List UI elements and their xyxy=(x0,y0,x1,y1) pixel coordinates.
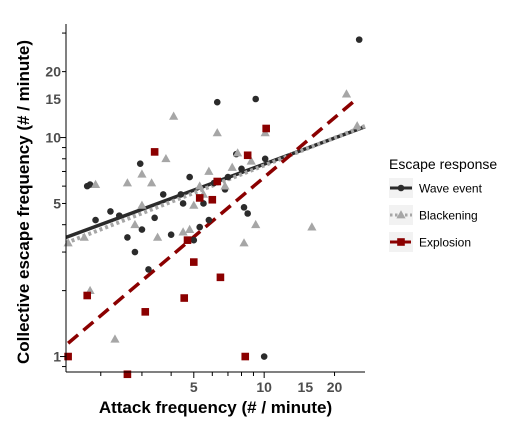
data-point-blackening xyxy=(239,238,249,247)
data-point-explosion xyxy=(216,273,225,282)
data-point-blackening xyxy=(178,227,188,236)
data-point-explosion xyxy=(180,294,189,302)
data-point-wave-event xyxy=(240,204,248,211)
data-point-blackening xyxy=(79,232,89,241)
data-point-wave-event xyxy=(177,191,185,198)
data-point-blackening xyxy=(220,181,230,190)
data-point-explosion xyxy=(183,236,192,244)
data-point-wave-event xyxy=(205,216,213,224)
y-tick-label: 10 xyxy=(45,130,61,146)
data-point-blackening xyxy=(212,128,222,137)
data-point-wave-event xyxy=(124,234,131,241)
x-axis-title: Attack frequency (# / minute) xyxy=(99,398,332,417)
data-point-wave-event xyxy=(196,223,204,231)
data-point-blackening xyxy=(122,178,133,187)
legend-label-blackening: Blackening xyxy=(419,209,478,223)
data-point-blackening xyxy=(251,219,261,229)
data-point-explosion xyxy=(64,352,72,361)
data-point-wave-event xyxy=(151,214,158,222)
data-point-wave-event xyxy=(131,248,139,256)
data-point-blackening xyxy=(110,334,120,343)
data-point-blackening xyxy=(152,232,163,241)
data-point-blackening xyxy=(227,162,237,171)
data-point-wave-event xyxy=(261,155,269,163)
data-point-explosion xyxy=(243,151,252,160)
legend-marker-explosion xyxy=(397,238,405,246)
data-point-wave-event xyxy=(260,353,268,360)
data-point-blackening xyxy=(189,200,199,209)
data-point-blackening xyxy=(195,181,205,190)
data-point-wave-event xyxy=(200,200,207,207)
legend-title: Escape response xyxy=(389,156,497,172)
data-point-wave-event xyxy=(167,231,175,239)
data-point-wave-event xyxy=(115,212,123,219)
y-tick-label: 1 xyxy=(53,349,61,365)
y-tick-label: 5 xyxy=(53,195,61,211)
data-point-wave-event xyxy=(159,191,167,198)
data-point-explosion xyxy=(83,291,92,300)
data-point-wave-event xyxy=(138,226,146,233)
data-point-blackening xyxy=(90,179,101,188)
x-tick-label: 15 xyxy=(298,379,314,395)
data-point-explosion xyxy=(150,148,159,156)
data-point-wave-event xyxy=(92,216,99,224)
data-point-blackening xyxy=(352,121,362,130)
data-point-wave-event xyxy=(86,181,94,188)
data-point-wave-event xyxy=(213,98,221,106)
data-point-blackening xyxy=(130,219,140,229)
plot-area xyxy=(63,36,366,379)
data-point-explosion xyxy=(262,124,270,133)
data-point-explosion xyxy=(241,352,250,361)
data-point-wave-event xyxy=(107,208,114,215)
data-point-blackening xyxy=(341,89,352,98)
data-point-wave-event xyxy=(190,236,198,244)
y-axis-title: Collective escape frequency (# / minute) xyxy=(14,40,33,364)
data-point-wave-event xyxy=(179,200,187,207)
data-point-blackening xyxy=(307,222,317,231)
x-tick-label: 5 xyxy=(190,379,198,395)
x-tick-label: 10 xyxy=(256,379,272,395)
data-point-explosion xyxy=(189,258,198,266)
legend-label-explosion: Explosion xyxy=(419,236,471,250)
data-point-wave-event xyxy=(136,160,144,167)
data-point-explosion xyxy=(195,194,204,202)
y-tick-label: 20 xyxy=(45,64,61,80)
data-point-wave-event xyxy=(244,210,251,217)
legend-marker-blackening xyxy=(396,210,406,219)
data-point-explosion xyxy=(213,177,222,186)
data-point-explosion xyxy=(208,195,217,204)
data-point-wave-event xyxy=(224,173,232,181)
data-point-blackening xyxy=(137,169,147,178)
y-tick-label: 15 xyxy=(45,91,61,107)
data-point-blackening xyxy=(169,111,179,120)
data-point-blackening xyxy=(233,148,243,157)
data-point-explosion xyxy=(123,370,132,379)
legend-marker-wave-event xyxy=(397,184,405,192)
legend-label-wave-event: Wave event xyxy=(419,182,483,196)
data-point-blackening xyxy=(246,156,256,165)
data-point-blackening xyxy=(185,224,195,233)
data-point-wave-event xyxy=(252,95,259,103)
data-point-blackening xyxy=(204,166,214,175)
data-point-wave-event xyxy=(238,165,245,173)
data-point-wave-event xyxy=(145,266,152,273)
data-point-explosion xyxy=(141,308,150,316)
data-point-wave-event xyxy=(186,173,193,181)
x-tick-label: 20 xyxy=(327,379,343,395)
data-point-blackening xyxy=(147,178,157,187)
legend: Escape response Wave event Blackening Expl… xyxy=(389,156,497,252)
data-point-blackening xyxy=(161,153,171,163)
data-point-wave-event xyxy=(355,36,363,43)
data-point-blackening xyxy=(137,200,147,209)
